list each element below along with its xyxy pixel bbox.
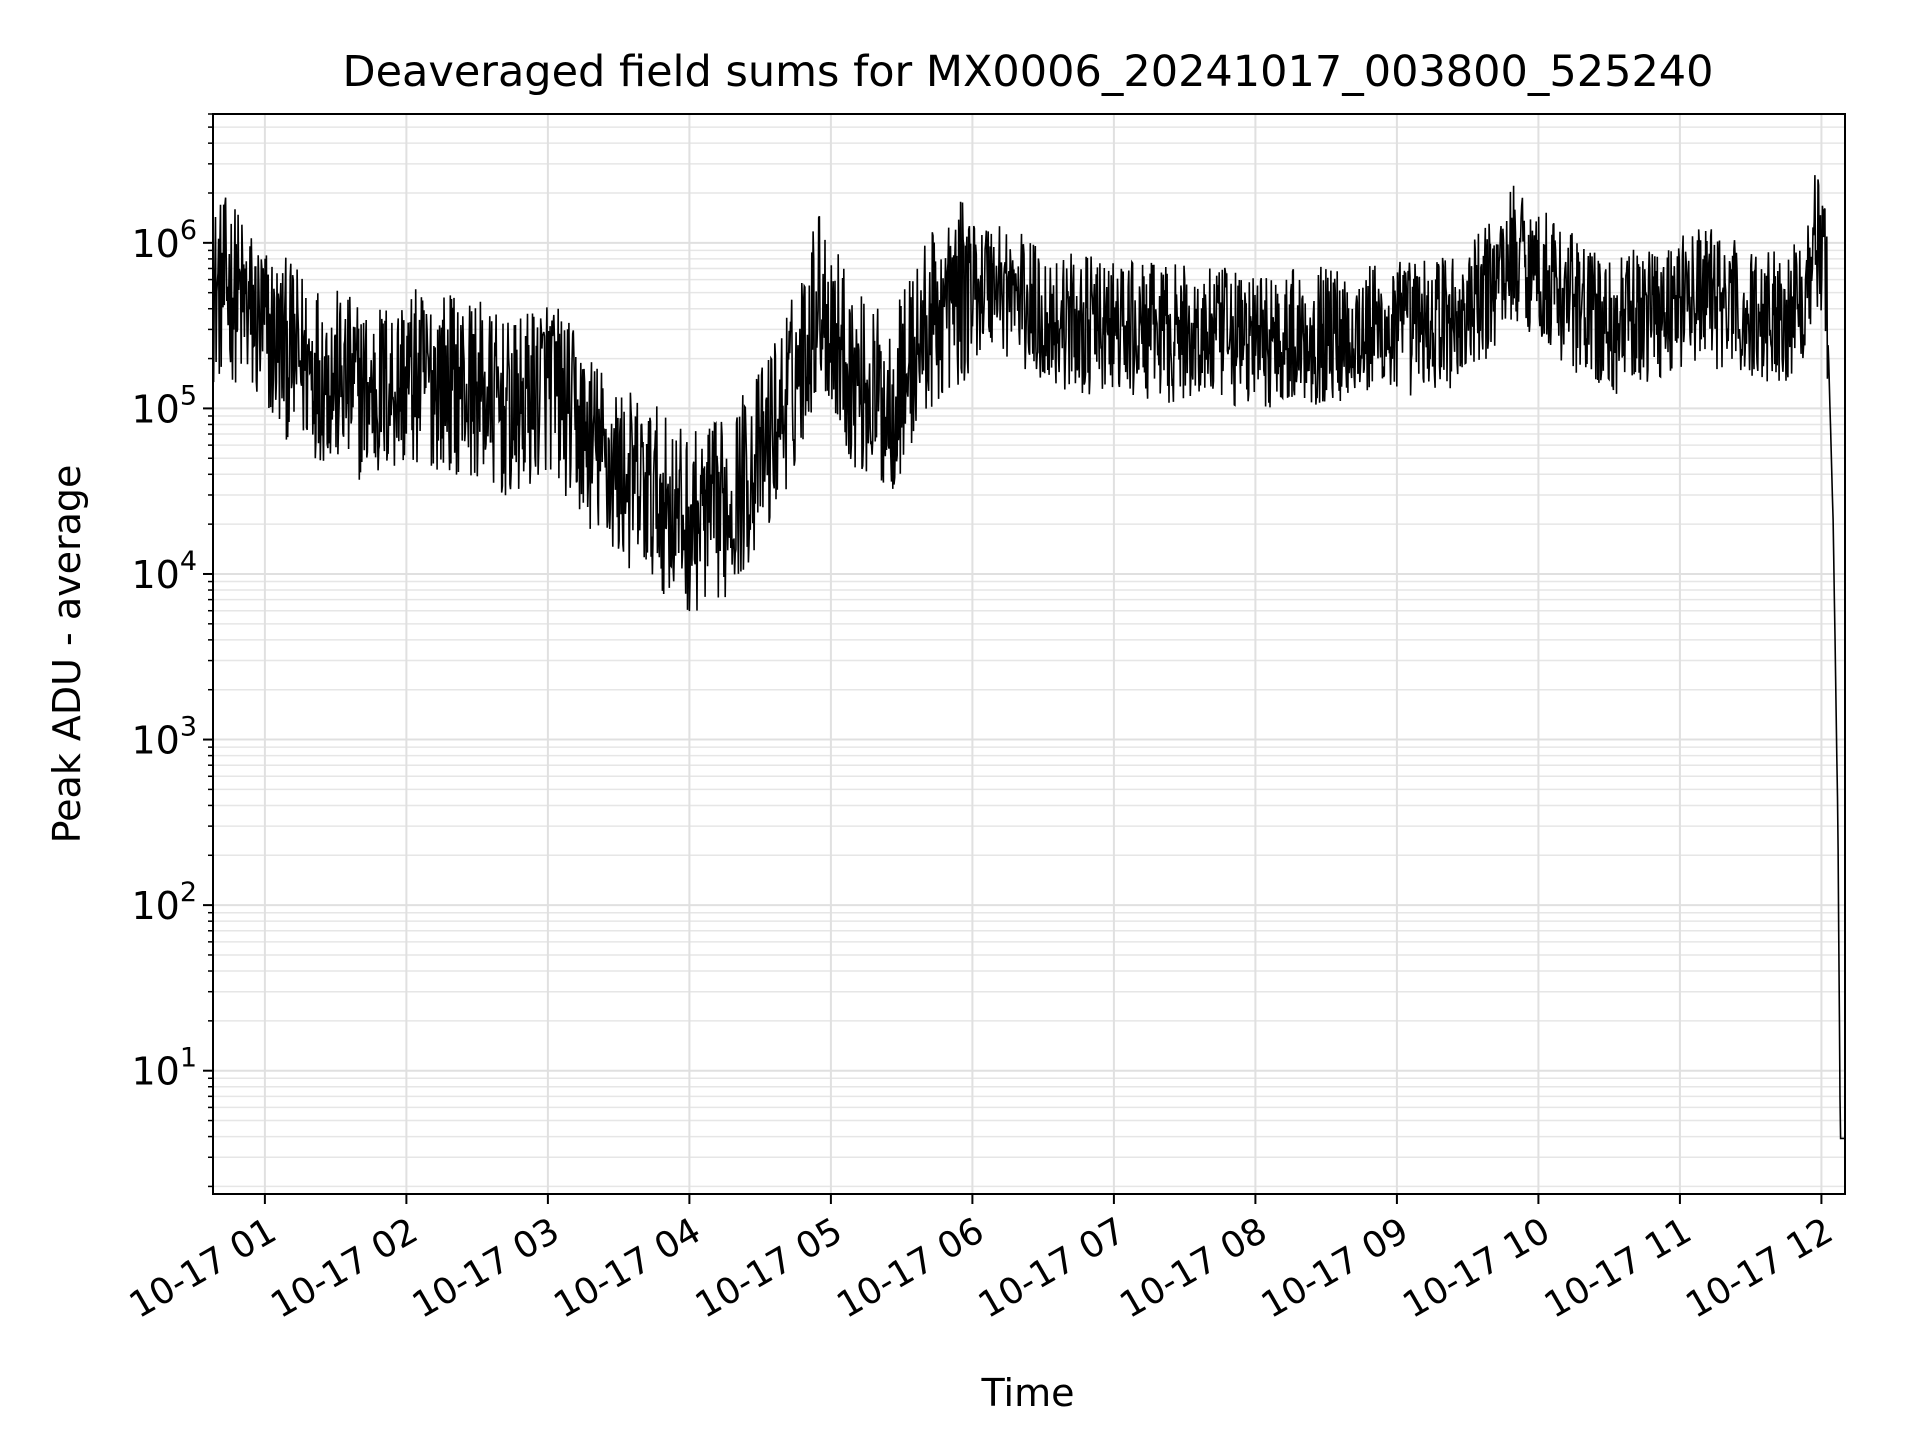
x-tick-label: 10-17 06 bbox=[830, 1210, 991, 1326]
y-tick-label: 104 bbox=[131, 546, 197, 597]
y-tick-label: 106 bbox=[131, 215, 197, 266]
y-tick-label: 105 bbox=[131, 380, 197, 431]
y-axis: 101 102 103 104 105 106 bbox=[131, 113, 213, 1188]
x-tick-label: 10-17 03 bbox=[406, 1210, 567, 1326]
series-line bbox=[212, 175, 1845, 1140]
x-tick-label: 10-17 09 bbox=[1255, 1210, 1416, 1326]
x-tick-label: 10-17 08 bbox=[1113, 1210, 1274, 1326]
y-tick-label: 101 bbox=[131, 1043, 197, 1094]
x-tick-label: 10-17 04 bbox=[547, 1210, 708, 1326]
x-tick-label: 10-17 05 bbox=[689, 1210, 850, 1326]
series-group bbox=[212, 175, 1845, 1140]
chart-title: Deaveraged field sums for MX0006_2024101… bbox=[342, 47, 1713, 97]
x-tick-label: 10-17 02 bbox=[264, 1210, 425, 1326]
x-tick-label: 10-17 11 bbox=[1538, 1210, 1699, 1326]
y-axis-label: Peak ADU - average bbox=[45, 465, 89, 844]
x-tick-label: 10-17 12 bbox=[1679, 1210, 1840, 1326]
x-axis-label: Time bbox=[981, 1371, 1075, 1415]
y-tick-label: 103 bbox=[131, 712, 197, 763]
x-tick-label: 10-17 07 bbox=[972, 1210, 1133, 1326]
x-tick-label: 10-17 10 bbox=[1396, 1210, 1557, 1326]
y-tick-label: 102 bbox=[131, 877, 197, 928]
plot-area-frame bbox=[212, 113, 1846, 1195]
x-tick-label: 10-17 01 bbox=[123, 1210, 284, 1326]
